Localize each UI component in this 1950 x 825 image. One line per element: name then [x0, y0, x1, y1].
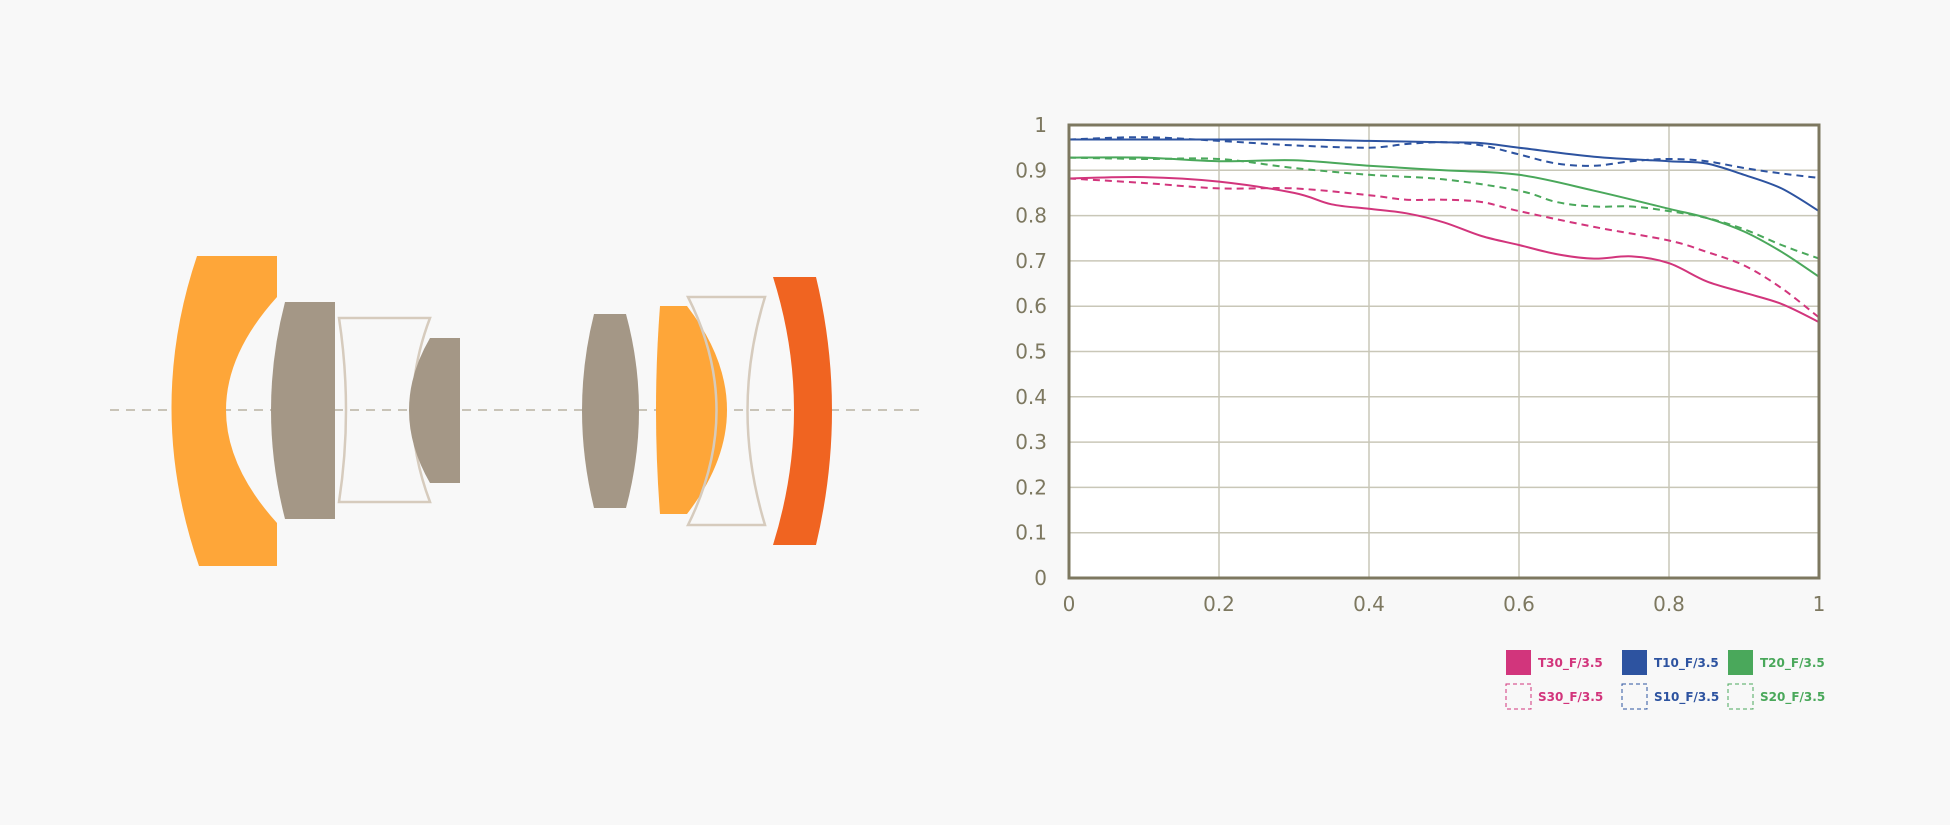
legend-swatch [1727, 683, 1754, 710]
legend-swatch [1621, 683, 1648, 710]
series-line-s20-f-3-5 [1068, 156, 1820, 260]
y-tick-label: 0.3 [1015, 430, 1047, 454]
y-tick-label: 0.7 [1015, 249, 1047, 273]
lens-diagram [110, 256, 925, 566]
legend-item: S30_F/3.5 [1505, 683, 1603, 710]
y-tick-label: 0.6 [1015, 294, 1047, 318]
series-line-s10-f-3-5 [1068, 136, 1820, 179]
legend-item: S10_F/3.5 [1621, 683, 1719, 710]
y-tick-label: 1 [1034, 113, 1047, 137]
legend-item: T30_F/3.5 [1506, 650, 1603, 675]
x-tick-label: 0 [1063, 592, 1076, 616]
legend-item: T20_F/3.5 [1728, 650, 1825, 675]
lens-element-7 [685, 295, 767, 527]
y-tick-label: 0.5 [1015, 340, 1047, 364]
series-line-t20-f-3-5 [1068, 156, 1820, 278]
legend-swatch [1505, 683, 1532, 710]
legend-item: T10_F/3.5 [1622, 650, 1719, 675]
lens-element-1 [171, 256, 277, 566]
x-tick-label: 0.8 [1653, 592, 1685, 616]
legend-label: T20_F/3.5 [1760, 656, 1825, 671]
legend-swatch [1506, 650, 1531, 675]
x-tick-label: 0.4 [1353, 592, 1385, 616]
y-tick-label: 0.2 [1015, 475, 1047, 499]
lens-element-4 [409, 338, 460, 483]
legend-label: S10_F/3.5 [1654, 690, 1719, 705]
legend-label: S20_F/3.5 [1760, 690, 1825, 705]
legend-label: T30_F/3.5 [1538, 656, 1603, 671]
lens-element-2 [271, 302, 335, 519]
legend-label: T10_F/3.5 [1654, 656, 1719, 671]
x-tick-label: 0.2 [1203, 592, 1235, 616]
y-tick-label: 0.1 [1015, 521, 1047, 545]
series-line-t10-f-3-5 [1069, 138, 1820, 212]
y-tick-label: 0.9 [1015, 158, 1047, 182]
legend: T30_F/3.5 T10_F/3.5 T20_F/3.5 S30_F/3.5 S10_… [1505, 650, 1825, 710]
series-line-s30-f-3-5 [1068, 177, 1820, 319]
lens-element-3 [337, 316, 432, 504]
lens-element-8 [773, 277, 832, 545]
legend-label: S30_F/3.5 [1538, 690, 1603, 705]
y-tick-labels: 0 0.1 0.2 0.3 0.4 0.5 0.6 0.7 0.8 0.9 1 [1015, 113, 1047, 590]
x-tick-label: 0.6 [1503, 592, 1535, 616]
x-tick-labels: 0 0.2 0.4 0.6 0.8 1 [1063, 592, 1826, 616]
plot-frame [1067, 123, 1821, 580]
y-tick-label: 0 [1034, 566, 1047, 590]
series-group [1068, 136, 1820, 323]
x-tick-label: 1 [1813, 592, 1826, 616]
y-tick-label: 0.8 [1015, 204, 1047, 228]
legend-swatch [1728, 650, 1753, 675]
lens-element-5 [582, 314, 639, 508]
series-line-t30-f-3-5 [1068, 176, 1820, 323]
legend-item: S20_F/3.5 [1727, 683, 1825, 710]
legend-swatch [1622, 650, 1647, 675]
y-tick-label: 0.4 [1015, 385, 1047, 409]
mtf-chart: 0 0.1 0.2 0.3 0.4 0.5 0.6 0.7 0.8 0.9 1 0 0.2 0.4 0.6… [1015, 113, 1826, 710]
